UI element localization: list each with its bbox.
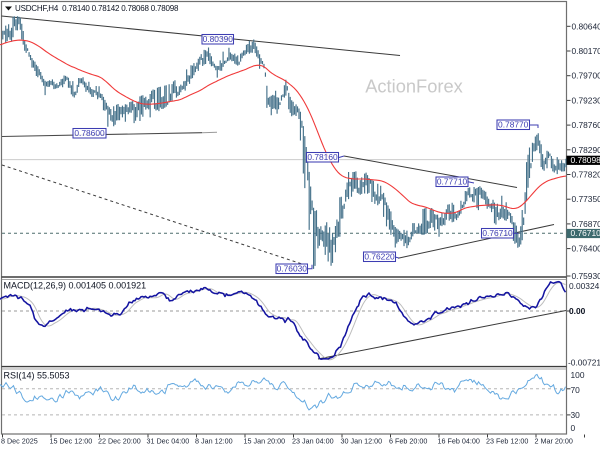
svg-text:0.78098: 0.78098: [571, 155, 600, 165]
svg-text:0.78160: 0.78160: [307, 152, 338, 162]
svg-text:0.78770: 0.78770: [498, 119, 529, 129]
svg-text:15 Dec 12:00: 15 Dec 12:00: [50, 437, 93, 446]
svg-text:0.76710: 0.76710: [571, 228, 600, 238]
svg-text:0.79700: 0.79700: [572, 71, 600, 81]
svg-text:-0.007214: -0.007214: [568, 357, 600, 367]
svg-text:0.75930: 0.75930: [572, 271, 600, 281]
svg-text:0.77820: 0.77820: [572, 170, 600, 180]
svg-text:0.80640: 0.80640: [572, 21, 600, 31]
svg-text:6 Feb 20:00: 6 Feb 20:00: [389, 437, 427, 446]
svg-text:0.77710: 0.77710: [437, 176, 468, 186]
svg-text:0.00324: 0.00324: [569, 281, 600, 291]
svg-text:15 Jan 20:00: 15 Jan 20:00: [244, 437, 286, 446]
svg-text:0.76710: 0.76710: [482, 228, 513, 238]
svg-text:8 Dec 2025: 8 Dec 2025: [1, 437, 38, 446]
svg-text:2 Mar 20:00: 2 Mar 20:00: [535, 437, 573, 446]
svg-text:0.80390: 0.80390: [203, 34, 234, 44]
svg-text:0.78600: 0.78600: [74, 128, 105, 138]
svg-text:0.78290: 0.78290: [572, 145, 600, 155]
svg-text:0.76400: 0.76400: [572, 244, 600, 254]
svg-text:23 Feb 12:00: 23 Feb 12:00: [486, 437, 528, 446]
svg-text:100: 100: [571, 370, 585, 380]
svg-text:22 Dec 20:00: 22 Dec 20:00: [98, 437, 141, 446]
svg-text:31 Dec 04:00: 31 Dec 04:00: [147, 437, 190, 446]
svg-text:0.77350: 0.77350: [572, 194, 600, 204]
svg-text:30 Jan 12:00: 30 Jan 12:00: [341, 437, 383, 446]
svg-text:0.76870: 0.76870: [572, 219, 600, 229]
svg-text:0.76220: 0.76220: [364, 251, 395, 261]
svg-text:8 Jan 12:00: 8 Jan 12:00: [195, 437, 233, 446]
svg-text:USDCHF,H4 0.78140 0.78142 0.7: USDCHF,H4 0.78140 0.78142 0.78068 0.7809…: [15, 4, 179, 13]
svg-text:16 Feb 04:00: 16 Feb 04:00: [438, 437, 480, 446]
svg-text:70: 70: [571, 385, 581, 395]
svg-text:0: 0: [571, 423, 576, 433]
svg-text:30: 30: [571, 410, 581, 420]
svg-text:23 Jan 04:00: 23 Jan 04:00: [292, 437, 334, 446]
svg-text:0.76030: 0.76030: [277, 263, 308, 273]
svg-text:0.80170: 0.80170: [572, 46, 600, 56]
svg-text:0.00: 0.00: [569, 306, 586, 316]
svg-text:0.79230: 0.79230: [572, 95, 600, 105]
svg-text:MACD(12,26,9) 0.001405 0.00192: MACD(12,26,9) 0.001405 0.001921: [4, 281, 147, 291]
svg-text:0.78760: 0.78760: [572, 120, 600, 130]
svg-text:RSI(14) 55.5053: RSI(14) 55.5053: [4, 371, 70, 381]
svg-text:ActionForex: ActionForex: [365, 76, 463, 97]
